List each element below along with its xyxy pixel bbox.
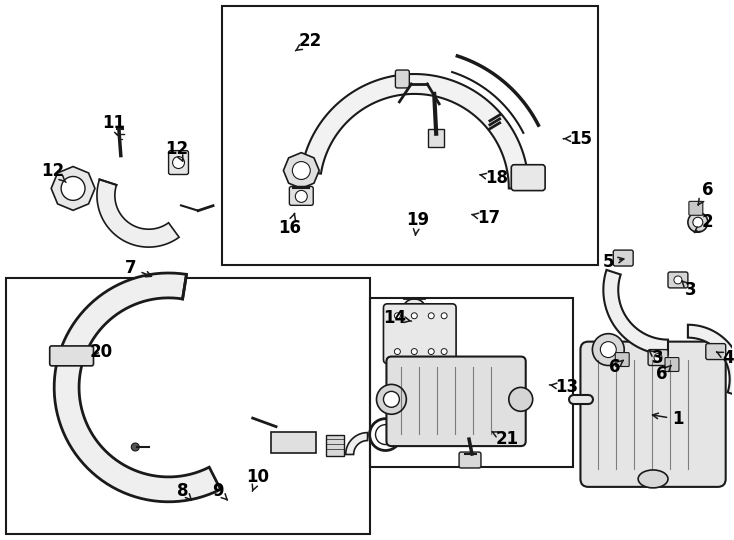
Text: 6: 6 <box>698 181 713 205</box>
Circle shape <box>172 157 184 168</box>
Text: 15: 15 <box>564 130 592 147</box>
Text: 18: 18 <box>480 170 509 187</box>
Text: 22: 22 <box>295 32 321 51</box>
Circle shape <box>394 313 400 319</box>
Circle shape <box>61 177 85 200</box>
FancyBboxPatch shape <box>428 129 444 147</box>
Circle shape <box>377 384 407 414</box>
Polygon shape <box>283 153 319 188</box>
Circle shape <box>600 342 617 357</box>
Circle shape <box>509 387 533 411</box>
Text: 19: 19 <box>406 211 429 235</box>
Circle shape <box>654 354 662 361</box>
Circle shape <box>394 349 400 355</box>
Circle shape <box>383 392 399 407</box>
FancyBboxPatch shape <box>396 70 410 88</box>
Text: 5: 5 <box>603 253 624 271</box>
Bar <box>369 298 573 467</box>
FancyBboxPatch shape <box>665 357 679 372</box>
FancyBboxPatch shape <box>648 349 668 366</box>
Text: 6: 6 <box>608 359 623 376</box>
Text: 20: 20 <box>90 342 112 361</box>
FancyBboxPatch shape <box>668 272 688 288</box>
FancyBboxPatch shape <box>50 346 93 366</box>
Text: 9: 9 <box>213 482 228 500</box>
Text: 11: 11 <box>102 114 126 137</box>
FancyBboxPatch shape <box>615 353 629 367</box>
Circle shape <box>411 349 418 355</box>
Polygon shape <box>301 74 528 188</box>
Circle shape <box>441 349 447 355</box>
Text: 13: 13 <box>550 379 578 396</box>
Circle shape <box>411 313 418 319</box>
Circle shape <box>428 349 435 355</box>
FancyBboxPatch shape <box>706 343 726 360</box>
Text: 16: 16 <box>278 213 302 237</box>
Text: 17: 17 <box>472 210 501 227</box>
Circle shape <box>441 313 447 319</box>
Polygon shape <box>51 166 95 210</box>
Text: 14: 14 <box>383 309 412 327</box>
Text: 8: 8 <box>177 482 192 500</box>
Circle shape <box>592 334 624 366</box>
Bar <box>7 278 369 534</box>
FancyBboxPatch shape <box>581 342 726 487</box>
Circle shape <box>402 299 426 323</box>
Text: 3: 3 <box>649 348 664 367</box>
Circle shape <box>428 313 435 319</box>
Circle shape <box>376 424 396 444</box>
Text: 7: 7 <box>125 259 151 277</box>
FancyBboxPatch shape <box>169 151 189 174</box>
Polygon shape <box>688 325 734 396</box>
Polygon shape <box>54 273 220 502</box>
Ellipse shape <box>638 470 668 488</box>
Text: 21: 21 <box>492 430 518 448</box>
Polygon shape <box>97 179 179 247</box>
Text: 12: 12 <box>42 161 66 183</box>
Text: 6: 6 <box>656 366 671 383</box>
Text: 3: 3 <box>682 281 697 299</box>
Circle shape <box>688 212 708 232</box>
Circle shape <box>408 305 421 317</box>
Text: 2: 2 <box>694 213 713 232</box>
FancyBboxPatch shape <box>689 201 703 215</box>
Polygon shape <box>603 270 668 355</box>
Circle shape <box>674 276 682 284</box>
FancyBboxPatch shape <box>386 356 526 446</box>
FancyBboxPatch shape <box>271 431 316 454</box>
Circle shape <box>693 217 703 227</box>
FancyBboxPatch shape <box>614 250 633 266</box>
Polygon shape <box>346 433 368 455</box>
Text: 4: 4 <box>716 348 733 367</box>
Circle shape <box>292 161 310 179</box>
Circle shape <box>131 443 139 451</box>
FancyBboxPatch shape <box>512 165 545 191</box>
FancyBboxPatch shape <box>383 304 456 363</box>
Circle shape <box>295 191 308 202</box>
FancyBboxPatch shape <box>326 435 344 456</box>
Text: 12: 12 <box>165 140 188 161</box>
Text: 1: 1 <box>653 410 683 428</box>
FancyBboxPatch shape <box>289 186 313 205</box>
FancyBboxPatch shape <box>459 452 481 468</box>
Bar <box>222 6 598 265</box>
Text: 10: 10 <box>247 468 269 491</box>
